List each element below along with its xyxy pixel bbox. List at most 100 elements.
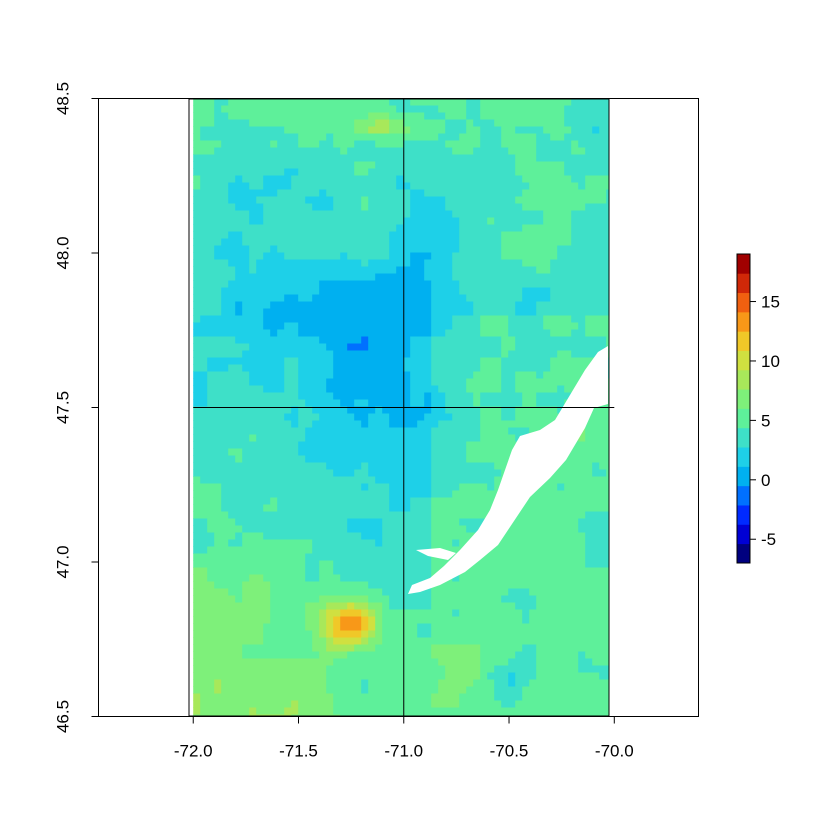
raster-cell [592,504,600,512]
raster-cell [452,112,460,120]
raster-cell [291,105,299,113]
raster-cell [319,399,327,407]
raster-cell [368,574,376,582]
raster-cell [277,315,285,323]
raster-cell [487,217,495,225]
raster-cell [508,595,516,603]
raster-cell [557,385,565,393]
raster-cell [445,364,453,372]
raster-cell [235,511,243,519]
raster-cell [417,259,425,267]
raster-cell [249,189,257,197]
raster-cell [207,119,215,127]
raster-cell [578,245,586,253]
raster-cell [305,203,313,211]
raster-cell [515,357,523,365]
raster-cell [459,168,467,176]
raster-cell [298,581,306,589]
raster-cell [494,434,502,442]
raster-cell [382,280,390,288]
raster-cell [403,196,411,204]
raster-cell [249,154,257,162]
raster-cell [207,329,215,337]
raster-cell [200,217,208,225]
raster-cell [473,602,481,610]
raster-cell [340,658,348,666]
raster-cell [249,126,257,134]
raster-cell [529,266,537,274]
raster-cell [242,651,250,659]
raster-cell [508,154,516,162]
raster-cell [550,483,558,491]
raster-cell [550,189,558,197]
raster-cell [235,434,243,442]
raster-cell [284,483,292,491]
raster-cell [410,126,418,134]
raster-cell [270,371,278,379]
raster-cell [431,539,439,547]
raster-cell [382,616,390,624]
raster-cell [473,581,481,589]
raster-cell [368,441,376,449]
raster-cell [284,602,292,610]
raster-cell [543,308,551,316]
raster-cell [550,329,558,337]
raster-cell [459,651,467,659]
raster-cell [613,344,621,352]
raster-cell [417,343,425,351]
raster-cell [487,420,495,428]
raster-cell [431,525,439,533]
raster-cell [494,637,502,645]
raster-cell [529,497,537,505]
raster-cell [515,518,523,526]
raster-cell [466,637,474,645]
raster-cell [284,161,292,169]
raster-cell [592,99,600,106]
raster-cell [536,105,544,113]
raster-cell [228,490,236,498]
raster-cell [347,483,355,491]
raster-cell [326,602,334,610]
raster-cell [277,546,285,554]
raster-cell [501,406,509,414]
raster-cell [501,574,509,582]
raster-cell [263,448,271,456]
raster-cell [270,336,278,344]
raster-cell [305,637,313,645]
raster-cell [263,406,271,414]
raster-cell [438,224,446,232]
raster-cell [599,217,607,225]
raster-cell [354,112,362,120]
raster-cell [256,399,264,407]
raster-cell [529,182,537,190]
raster-cell [256,217,264,225]
raster-cell [284,413,292,421]
raster-cell [417,427,425,435]
raster-cell [606,427,609,435]
raster-cell [529,175,537,183]
raster-cell [424,287,432,295]
raster-cell [480,273,488,281]
raster-cell [599,343,607,351]
raster-cell [235,532,243,540]
raster-cell [592,224,600,232]
raster-cell [522,581,530,589]
raster-cell [298,497,306,505]
raster-cell [508,602,516,610]
raster-cell [403,315,411,323]
raster-cell [277,581,285,589]
raster-cell [424,210,432,218]
raster-cell [312,308,320,316]
raster-cell [361,147,369,155]
raster-cell [501,294,509,302]
raster-cell [214,504,222,512]
raster-cell [277,392,285,400]
raster-cell [368,308,376,316]
raster-cell [382,301,390,309]
raster-cell [550,280,558,288]
raster-cell [361,644,369,652]
raster-cell [207,280,215,288]
raster-cell [438,385,446,393]
raster-cell [613,106,621,114]
raster-cell [592,609,600,617]
